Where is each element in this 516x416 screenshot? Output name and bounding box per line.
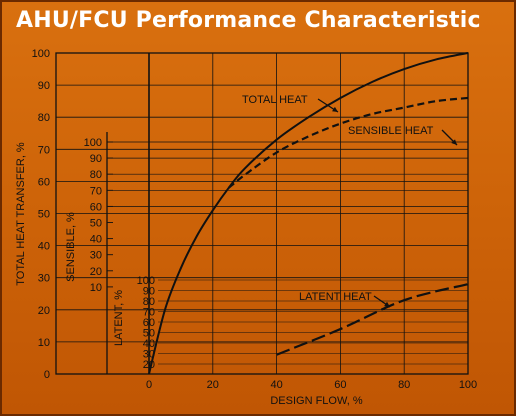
leader-arrowhead [332,106,338,112]
y-tick-label-total: 100 [32,48,50,60]
x-tick-label: 80 [398,379,410,391]
y-tick-label-total: 10 [38,337,50,349]
y-tick-label-sensible: 100 [84,137,102,149]
y-tick-label-total: 40 [38,241,50,253]
x-tick-label: 60 [334,379,346,391]
x-tick-label: 20 [207,379,219,391]
y-tick-label-latent: 80 [143,296,155,308]
y-tick-label-latent: 100 [137,275,155,287]
y-tick-label-total: 30 [38,273,50,285]
y-tick-label-total: 60 [38,176,50,188]
y-tick-label-sensible: 80 [90,169,102,181]
series [148,52,469,375]
y-tick-label-sensible: 30 [90,250,102,262]
leader-arrowhead [451,139,457,145]
y-tick-label-latent: 50 [143,328,155,340]
y-tick-label-total: 50 [38,209,50,221]
y-axis-label-latent: LATENT, % [113,290,125,346]
x-axis-label: DESIGN FLOW, % [270,395,363,407]
y-tick-label-latent: 60 [143,317,155,329]
y-tick-label-sensible: 40 [90,234,102,246]
x-tick-label: 0 [146,379,152,391]
y-tick-label-sensible: 10 [90,282,102,294]
page-title: AHU/FCU Performance Characteristic [16,8,481,33]
y-axis-label-total: TOTAL HEAT TRANSFER, % [15,142,27,286]
y-tick-label-latent: 90 [143,286,155,298]
grid [55,52,469,375]
y-tick-label-sensible: 20 [90,266,102,278]
y-tick-label-latent: 20 [143,359,155,371]
axes [106,53,150,374]
series-label-sensible-heat: SENSIBLE HEAT [348,125,434,137]
leader-arrowhead [384,301,390,307]
y-tick-label-sensible: 70 [90,185,102,197]
y-tick-label-total: 90 [38,80,50,92]
y-tick-label-latent: 30 [143,349,155,361]
y-axis-label-sensible: SENSIBLE, % [65,212,77,282]
x-tick-label: 100 [459,379,477,391]
y-tick-label-total: 80 [38,112,50,124]
y-tick-label-sensible: 50 [90,218,102,230]
series-label-total-heat: TOTAL HEAT [242,94,308,106]
series-line-latent-heat [276,283,469,356]
y-tick-label-latent: 70 [143,307,155,319]
y-tick-label-sensible: 90 [90,153,102,165]
y-tick-label-latent: 40 [143,338,155,350]
y-tick-label-total: 20 [38,305,50,317]
x-tick-label: 40 [270,379,282,391]
y-tick-label-total: 0 [44,369,50,381]
series-line-total-heat [148,52,469,375]
series-label-latent-heat: LATENT HEAT [299,291,372,303]
y-tick-label-sensible: 60 [90,201,102,213]
y-tick-label-total: 70 [38,144,50,156]
